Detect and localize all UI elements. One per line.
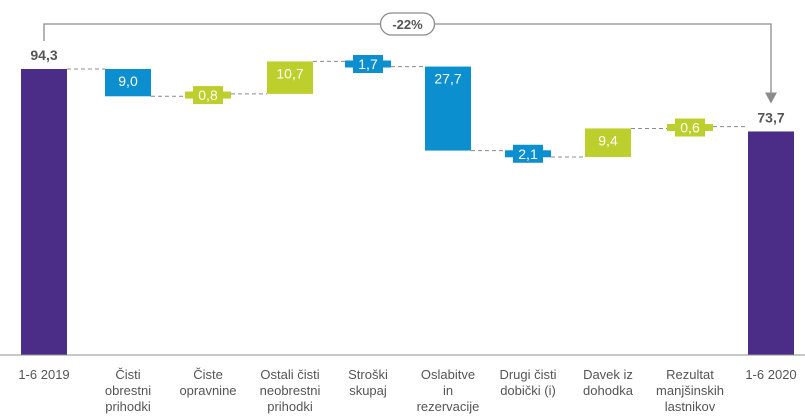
connector-lines — [67, 60, 748, 158]
bar-label-box — [675, 118, 705, 137]
change-badge — [379, 12, 436, 36]
bar-label-box — [353, 54, 383, 73]
category-label: 1-6 2020 — [745, 367, 796, 382]
bar-value-label: 9,0 — [118, 73, 138, 89]
category-label: Ostali čisti neobrestni prihodki — [260, 367, 321, 414]
total-value-label: 94,3 — [30, 47, 57, 63]
total-bar — [21, 69, 67, 355]
decrease-bar — [425, 66, 471, 151]
bar-value-label: 0,6 — [680, 120, 700, 136]
category-label: 1-6 2019 — [18, 367, 69, 382]
bar-value-label: 9,4 — [598, 132, 618, 148]
category-label: Stroški skupaj — [348, 367, 388, 398]
bar-label-box — [193, 86, 223, 105]
bars — [21, 54, 794, 355]
bar-value-label: 1,7 — [358, 56, 378, 72]
category-label: Drugi čisti dobički (i) — [499, 367, 556, 398]
bar-value-label: 27,7 — [434, 71, 461, 87]
category-label: Rezultat manjšinskih lastnikov — [656, 367, 724, 414]
category-label: Oslabitve in rezervacije — [417, 367, 480, 414]
increase-bar — [267, 61, 313, 94]
bar-value-label: 2,1 — [518, 146, 538, 162]
increase-bar — [585, 128, 631, 157]
bar-value-label: 10,7 — [276, 65, 303, 81]
category-labels: 1-6 2019 Čisti obrestni prihodki Čiste opravn… — [18, 367, 796, 414]
category-label: Čisti obrestni prihodki — [105, 367, 151, 414]
bar-value-label: 0,8 — [198, 87, 218, 103]
category-label: Čiste opravnine — [179, 367, 236, 398]
change-percent-label: -22% — [392, 17, 423, 32]
value-labels: 94,3 9,0 0,8 10,7 1,7 27,7 2,1 9,4 0,6 73,7 — [30, 47, 784, 162]
decrease-bar — [105, 69, 151, 97]
total-value-label: 73,7 — [757, 109, 784, 125]
total-bar — [748, 131, 794, 355]
category-label: Davek iz dohodka — [583, 367, 634, 398]
bar-label-box — [513, 144, 543, 163]
change-bracket: -22% — [43, 12, 777, 104]
arrow-head-icon — [765, 92, 777, 104]
